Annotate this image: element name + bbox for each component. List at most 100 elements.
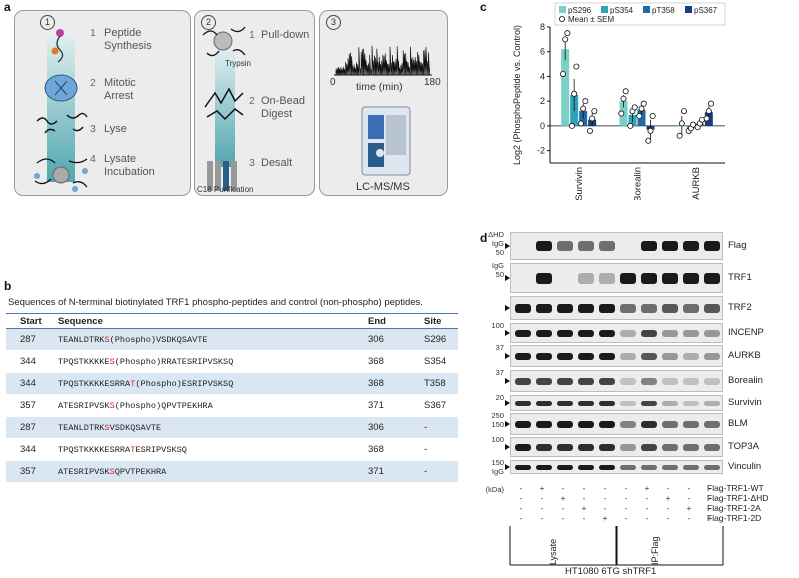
phospho-residue: S (104, 423, 110, 433)
protein-label: TRF2 (728, 302, 752, 313)
data-point (559, 70, 566, 77)
mw-marker: 150 (491, 420, 504, 429)
phospho-residue: S (109, 357, 115, 367)
table-header: Start Sequence End Site (6, 313, 458, 329)
step-text: Lysate Incubation (104, 153, 155, 178)
blot-band (536, 352, 552, 361)
blot-band (641, 465, 657, 471)
legend-point-marker (559, 15, 566, 22)
blot-band (599, 400, 615, 407)
condition-label: Flag-TRF1-ΔHD (707, 493, 769, 503)
table-title: Sequences of N-terminal biotinylated TRF… (8, 297, 423, 308)
seq-suffix: QPVTPEKHRA (114, 467, 167, 477)
blot-band (599, 465, 615, 471)
blot-band (578, 330, 594, 337)
blot-band (662, 273, 678, 284)
mw-marker: 50 (495, 270, 504, 279)
cell-site: T358 (424, 378, 446, 389)
mw-marker: 250 (491, 411, 504, 420)
data-point (676, 132, 683, 139)
seq-suffix: (Phospho)VSDKQSAVTE (109, 335, 208, 345)
cell-start: 357 (20, 466, 36, 477)
blot-band (599, 241, 615, 252)
step-text: On-Bead Digest (261, 95, 306, 120)
band-marker-arrow (505, 444, 510, 450)
blot-band (536, 420, 552, 429)
protein-label: Survivin (728, 397, 762, 408)
blot-band (641, 273, 657, 284)
cell-sequence: TPQSTKKKKES(Phospho)RRATESRIPVSKSQ (58, 351, 233, 373)
blot-strip (510, 232, 723, 260)
y-axis-label: Log2 (PhosphoPeptide vs. Control) (512, 25, 522, 165)
blot-band (620, 444, 636, 451)
condition-sign: - (519, 504, 523, 513)
seq-prefix: TPQSTKKKKESRRA (58, 379, 131, 389)
blot-band (683, 400, 699, 407)
blot-band (578, 273, 594, 284)
blot-strip (510, 263, 723, 293)
legend-swatch (685, 6, 692, 13)
cell-end: 306 (368, 422, 384, 433)
condition-sign: - (582, 514, 586, 523)
blot-band (515, 444, 531, 451)
condition-sign: + (602, 514, 608, 523)
table-row: 357 ATESRIPVSKSQPVTPEKHRA 371 - (6, 461, 458, 483)
blot-band (683, 273, 699, 284)
blot-band (578, 444, 594, 451)
mw-marker: 100 (491, 435, 504, 444)
condition-sign: - (624, 504, 628, 513)
blot-band (599, 377, 615, 386)
blot-band (557, 377, 573, 386)
condition-sign: - (624, 484, 628, 493)
table-row: 344 TPQSTKKKKESRRATESRIPVSKSQ 368 - (6, 439, 458, 461)
y-tick-label: 8 (540, 22, 545, 32)
data-point (627, 122, 634, 129)
table-row: 344 TPQSTKKKKES(Phospho)RRATESRIPVSKSQ 368… (6, 351, 458, 373)
bar (561, 49, 570, 126)
panel-c-letter: c (480, 0, 487, 14)
blot-strip (510, 370, 723, 392)
cell-site: S367 (424, 400, 447, 411)
protein-label: BLM (728, 418, 748, 429)
condition-label: Flag-TRF1-2D (707, 513, 762, 523)
cell-end: 371 (368, 400, 384, 411)
mw-marker: 150 (491, 458, 504, 467)
blot-band (683, 352, 699, 361)
blot-strip (510, 395, 723, 411)
blot-band (704, 465, 720, 471)
blot-band (683, 420, 699, 429)
blot-band (683, 330, 699, 337)
trypsin-label: Trypsin (225, 59, 251, 68)
cell-sequence: TEANLDTRKS(Phospho)VSDKQSAVTE (58, 329, 208, 351)
cell-end: 371 (368, 466, 384, 477)
cell-start: 357 (20, 400, 36, 411)
table-row: 344 TPQSTKKKKESRRAT(Phospho)ESRIPVSKSQ 368… (6, 373, 458, 395)
cell-sequence: ATESRIPVSKS(Phospho)QPVTPEKHRA (58, 395, 213, 417)
protein-label: Borealin (728, 375, 763, 386)
cell-site: - (424, 444, 428, 455)
blot-band (641, 444, 657, 451)
blot-band (641, 377, 657, 386)
condition-sign: - (687, 484, 691, 493)
legend-label: pS354 (610, 6, 634, 15)
step-text: Peptide Synthesis (104, 27, 152, 52)
protein-label: INCENP (728, 327, 764, 338)
data-point (678, 120, 685, 127)
header-end: End (368, 316, 386, 327)
blot-band (557, 352, 573, 361)
blot-band (662, 420, 678, 429)
data-point (631, 104, 638, 111)
blot-band (515, 352, 531, 361)
mw-marker: ΔHD (488, 230, 504, 239)
table-row: 287 TEANLDTRKS(Phospho)VSDKQSAVTE 306 S296 (6, 329, 458, 351)
blot-band (704, 377, 720, 386)
step-text: Lyse (104, 123, 127, 135)
condition-sign: - (519, 514, 523, 523)
blot-band (620, 304, 636, 313)
group-label: Lysate (548, 538, 558, 565)
blot-band (515, 377, 531, 386)
group-label: IP:Flag (650, 536, 660, 565)
cell-site: - (424, 466, 428, 477)
blot-band (662, 304, 678, 313)
blot-band (536, 304, 552, 313)
